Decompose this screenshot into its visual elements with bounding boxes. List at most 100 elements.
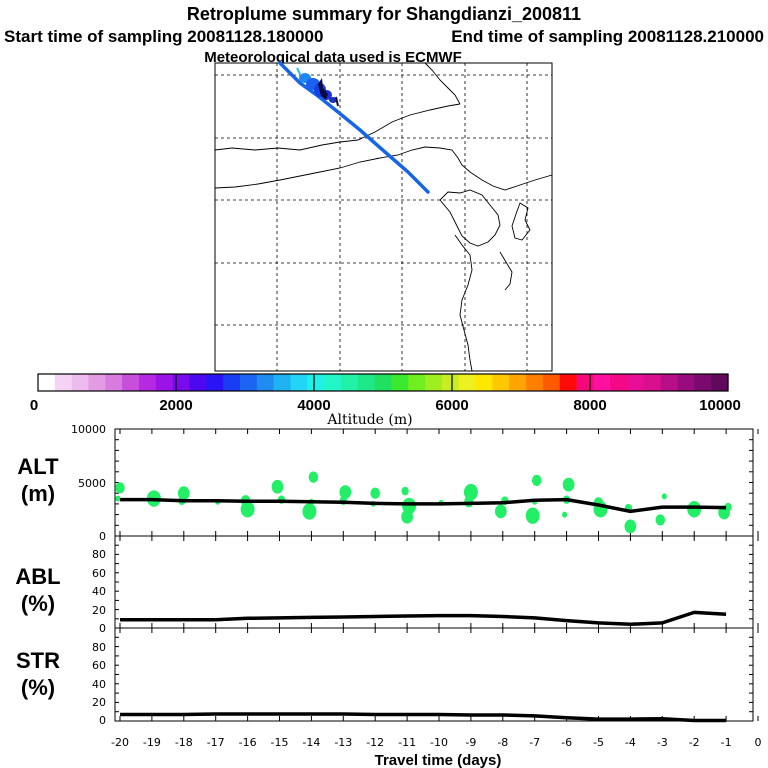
colorbar-cell (509, 374, 527, 391)
colorbar-cell (206, 374, 224, 391)
abl-ytick-40: 40 (92, 585, 106, 598)
x-tick-label: -6 (561, 736, 572, 749)
x-tick-label: -8 (497, 736, 508, 749)
x-tick-label: 0 (755, 736, 762, 749)
colorbar-cell (711, 374, 729, 391)
str-line (120, 712, 727, 723)
map-coastlines (214, 62, 553, 372)
map-gridlines (215, 63, 552, 371)
colorbar-dividers (175, 374, 591, 391)
alt-scatter-point (271, 479, 284, 494)
colorbar-cell (239, 374, 258, 391)
alt-scatter-point (531, 474, 542, 486)
alt-panel-unit: (m) (21, 481, 55, 506)
colorbar-cell (38, 374, 56, 391)
x-tick-label: -18 (175, 736, 193, 749)
alt-scatter-point (115, 482, 125, 494)
x-tick-label: -11 (398, 736, 416, 749)
met-data-label: Meteorological data used is ECMWF (204, 49, 462, 66)
x-tick-label: -15 (271, 736, 289, 749)
colorbar-cell (643, 374, 662, 391)
alt-scatter-point (115, 495, 121, 502)
abl-line (120, 610, 727, 627)
series-layer (115, 471, 732, 723)
abl-panel-label: ABL (15, 564, 60, 589)
alt-scatter-point (401, 509, 413, 524)
x-axis-title: Travel time (days) (375, 752, 502, 768)
colorbar-cell (138, 374, 157, 391)
colorbar-cell (122, 374, 140, 391)
str-panel-unit: (%) (21, 675, 55, 700)
str-ytick-40: 40 (92, 678, 106, 691)
alt-scatter-point (624, 519, 637, 534)
x-tick-label: -13 (334, 736, 352, 749)
colorbar-cell (458, 374, 477, 391)
colorbar-cell (425, 374, 443, 391)
alt-scatter-point (401, 486, 409, 496)
alt-scatter-point (308, 471, 319, 483)
alt-scatter-point (562, 477, 575, 492)
map-panel (214, 61, 553, 372)
alt-line (120, 497, 727, 514)
colorbar-tick-4000: 4000 (297, 397, 330, 414)
x-tick-label: -19 (143, 736, 161, 749)
colorbar-cell (223, 374, 241, 391)
plot-frame (114, 428, 754, 722)
abl-series (120, 610, 727, 627)
colorbar-cell (694, 374, 712, 391)
alt-scatter-point (525, 507, 540, 524)
map-frame (214, 62, 553, 372)
colorbar-cell (340, 374, 359, 391)
alt-scatter-point (494, 504, 507, 519)
colorbar-cell (576, 374, 594, 391)
colorbar-cell (189, 374, 207, 391)
colorbar-cell (357, 374, 376, 391)
colorbar-cell (256, 374, 275, 391)
alt-scatter-point (240, 501, 255, 518)
colorbar-cell (391, 374, 409, 391)
abl-panel-unit: (%) (21, 591, 55, 616)
colorbar-tick-8000: 8000 (573, 397, 606, 414)
colorbar-tick-0: 0 (30, 397, 38, 414)
alt-scatter-point (687, 501, 702, 518)
colorbar-cell (273, 374, 292, 391)
map-plume (296, 67, 339, 107)
alt-scatter-point (177, 486, 190, 501)
colorbar-cell (627, 374, 645, 391)
colorbar-cell (677, 374, 695, 391)
colorbar: 0 2000 4000 6000 8000 10000 Altitude (m) (30, 373, 741, 428)
str-panel-label: STR (16, 648, 60, 673)
colorbar-cell (610, 374, 628, 391)
x-tick-label: -20 (111, 736, 129, 749)
start-time-label: Start time of sampling 20081128.180000 (4, 27, 323, 46)
colorbar-cell (105, 374, 123, 391)
alt-ytick-5000: 5000 (78, 477, 106, 490)
alt-scatter-point (463, 483, 478, 501)
str-ytick-0: 0 (99, 714, 106, 727)
abl-ytick-20: 20 (92, 604, 106, 617)
x-tick-label: -9 (465, 736, 476, 749)
x-tick-label: -5 (593, 736, 604, 749)
end-time-label: End time of sampling 20081128.210000 (451, 27, 764, 46)
str-ytick-20: 20 (92, 696, 106, 709)
alt-scatter-point (339, 485, 352, 500)
colorbar-cell (542, 374, 561, 391)
alt-scatter-point (661, 493, 667, 500)
colorbar-cell (290, 374, 308, 391)
map-trajectory-line (278, 61, 430, 194)
colorbar-cell (71, 374, 90, 391)
colorbar-cell (492, 374, 510, 391)
colorbar-cell (307, 374, 325, 391)
alt-ytick-10000: 10000 (71, 423, 106, 436)
abl-ytick-0: 0 (99, 622, 106, 635)
colorbar-cell (54, 374, 73, 391)
alt-scatter-point (562, 511, 568, 518)
alt-scatter-point (655, 514, 666, 526)
axis-tick-marks (115, 428, 759, 722)
x-tick-label: -7 (529, 736, 540, 749)
colorbar-tick-2000: 2000 (159, 397, 192, 414)
x-tick-label: -14 (302, 736, 320, 749)
colorbar-cell (526, 374, 544, 391)
alt-scatter-point (370, 487, 380, 499)
